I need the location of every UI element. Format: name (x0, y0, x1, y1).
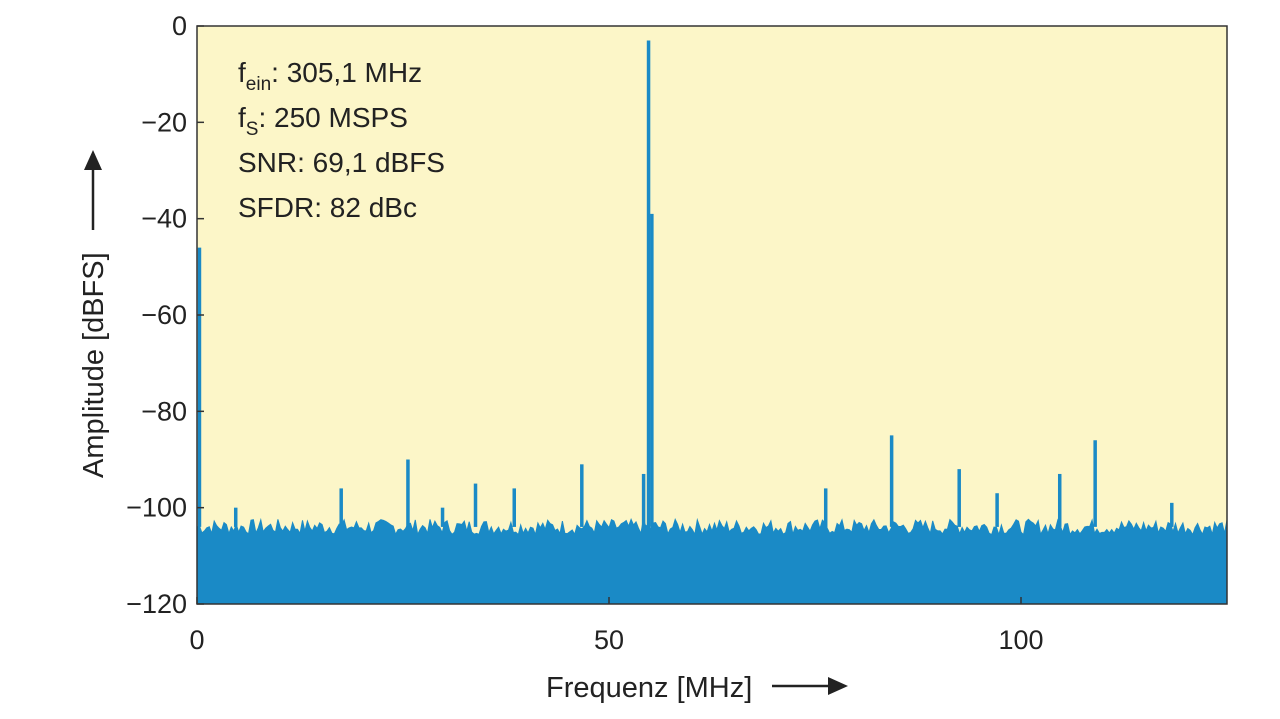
plot-area (197, 26, 1227, 604)
y-axis-arrow (84, 150, 102, 230)
y-tick-label: 0 (172, 11, 187, 41)
x-axis-title: Frequenz [MHz] (546, 672, 752, 704)
y-tick-label: −80 (141, 396, 187, 426)
y-tick-label: −20 (141, 107, 187, 137)
x-axis: 0 50 100 (189, 597, 1044, 655)
spectrum-trace (196, 40, 1228, 605)
noise-floor-area (196, 517, 1228, 605)
annotation-line: SFDR: 82 dBc (238, 192, 417, 223)
y-tick-label: −60 (141, 300, 187, 330)
annotation-line: fein: 305,1 MHz (238, 57, 422, 95)
y-tick-label: −100 (126, 493, 187, 523)
x-tick-label: 0 (189, 625, 204, 655)
annotation-block: fein: 305,1 MHz fS: 250 MSPS SNR: 69,1 dBF… (238, 57, 445, 223)
y-tick-label: −40 (141, 204, 187, 234)
annotation-line: fS: 250 MSPS (238, 102, 408, 140)
x-axis-arrow (772, 677, 848, 695)
y-axis-title: Amplitude [dBFS] (78, 252, 110, 478)
y-tick-label: −120 (126, 589, 187, 619)
annotation-line: SNR: 69,1 dBFS (238, 147, 445, 178)
y-axis: 0 −20 −40 −60 −80 −100 −120 (126, 11, 204, 619)
x-tick-label: 100 (998, 625, 1043, 655)
x-tick-label: 50 (594, 625, 624, 655)
